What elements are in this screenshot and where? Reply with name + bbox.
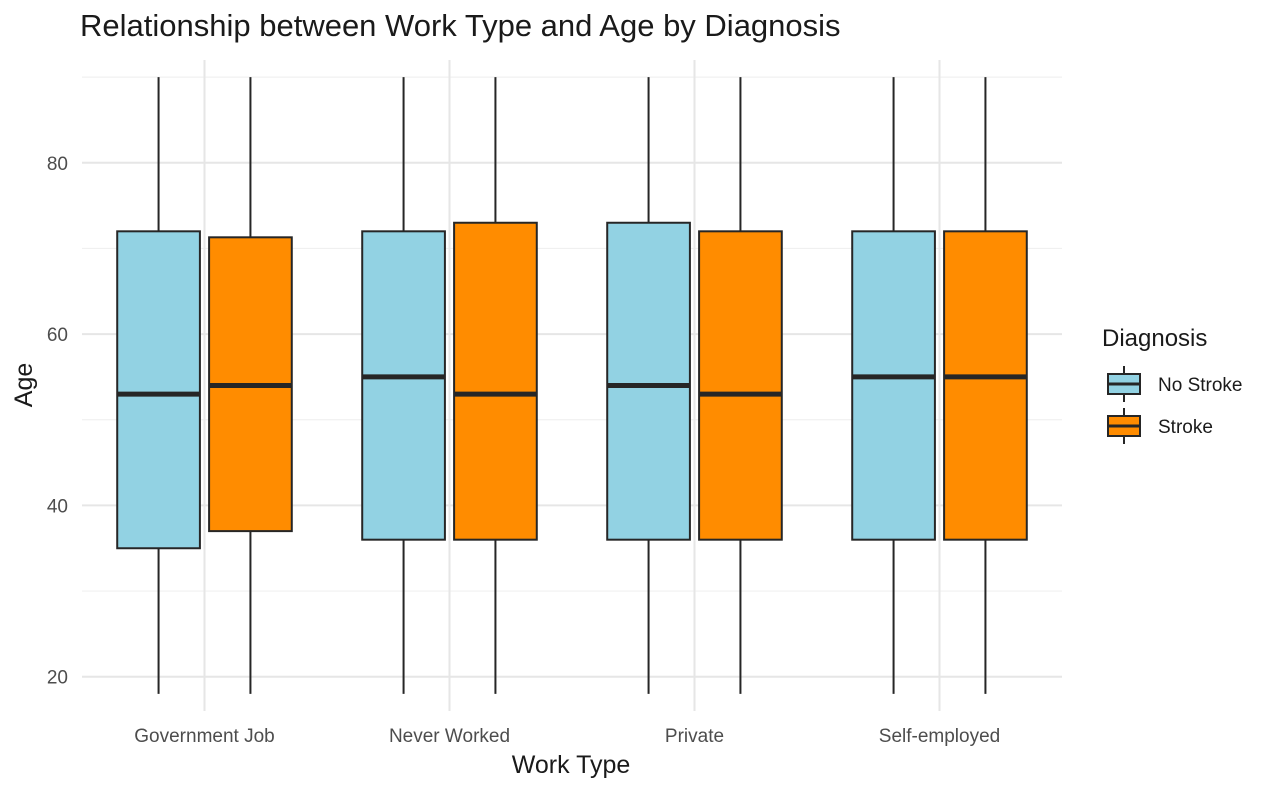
x-tick-label: Self-employed <box>879 726 1000 747</box>
box-stroke <box>453 77 538 694</box>
x-tick-label: Private <box>665 726 724 747</box>
y-tick-label: 20 <box>47 668 68 689</box>
box-iqr <box>116 230 201 550</box>
legend-item: Stroke <box>1107 408 1213 444</box>
box-iqr <box>943 230 1028 541</box>
y-tick-label: 40 <box>47 496 68 517</box>
box-stroke <box>208 77 293 694</box>
box-iqr <box>606 221 691 541</box>
box-iqr <box>361 230 446 541</box>
box-iqr <box>453 221 538 541</box>
x-axis-title: Work Type <box>512 751 631 779</box>
legend-title: Diagnosis <box>1102 325 1207 352</box>
box-no-stroke <box>606 77 691 694</box>
legend-label: No Stroke <box>1158 375 1242 396</box>
box-plot-series <box>116 77 1028 694</box>
y-axis-tick-labels: 20 40 60 80 <box>47 154 68 689</box>
legend-item: No Stroke <box>1107 366 1242 402</box>
x-axis-tick-labels: Government Job Never Worked Private Self-em… <box>134 726 1000 747</box>
y-axis-title: Age <box>10 363 38 407</box>
y-tick-label: 80 <box>47 154 68 175</box>
legend: Diagnosis No Stroke Stroke <box>1102 325 1242 444</box>
box-stroke <box>943 77 1028 694</box>
box-no-stroke <box>116 77 201 694</box>
chart-title: Relationship between Work Type and Age b… <box>80 8 841 43</box>
box-stroke <box>698 77 783 694</box>
box-no-stroke <box>361 77 446 694</box>
x-tick-label: Never Worked <box>389 726 510 747</box>
x-tick-label: Government Job <box>134 726 274 747</box>
legend-label: Stroke <box>1158 417 1213 438</box>
box-iqr <box>851 230 936 541</box>
box-no-stroke <box>851 77 936 694</box>
y-tick-label: 60 <box>47 325 68 346</box>
box-iqr <box>698 230 783 541</box>
